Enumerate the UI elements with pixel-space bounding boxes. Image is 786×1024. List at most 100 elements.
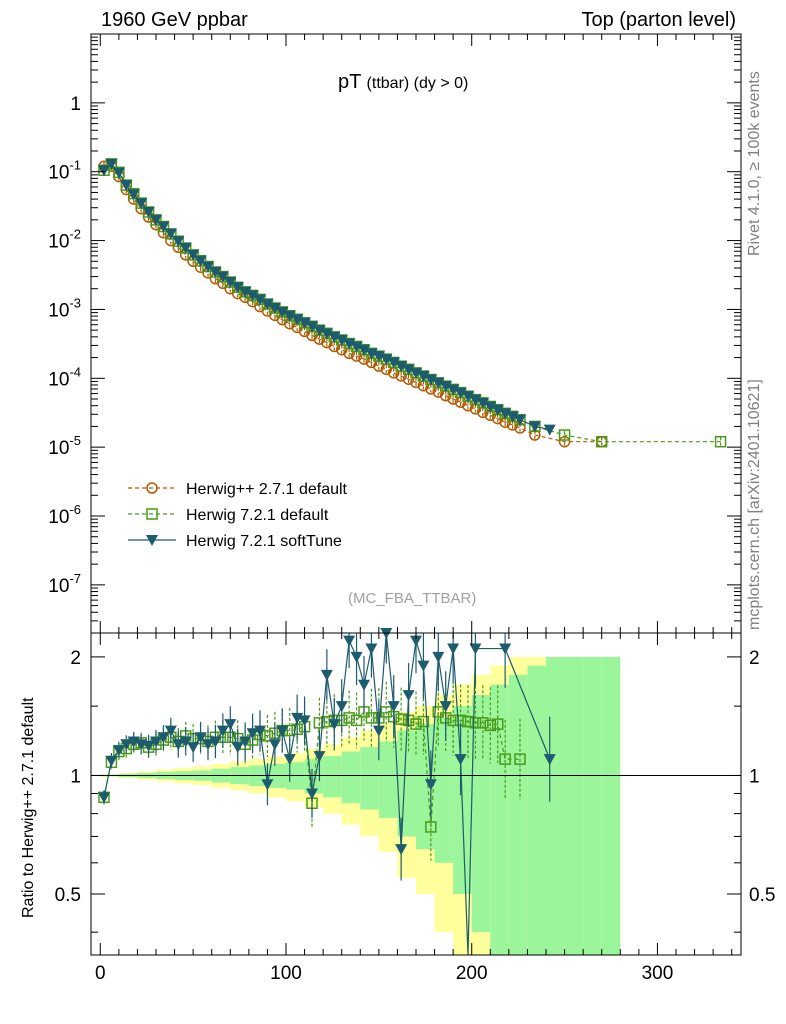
data-point-triangle <box>343 338 356 350</box>
data-point-triangle <box>105 755 118 767</box>
data-point-triangle <box>268 739 281 751</box>
data-point-triangle <box>164 725 177 737</box>
band-stat <box>508 674 528 955</box>
series-line <box>103 163 721 443</box>
ratio-tick-label-right: 2 <box>749 648 760 669</box>
data-point-triangle <box>417 370 430 382</box>
data-point-triangle <box>499 643 512 655</box>
data-point-triangle <box>268 302 281 314</box>
band-stat <box>397 730 416 837</box>
main-panel-series <box>98 158 727 448</box>
data-point-triangle <box>410 635 422 647</box>
legend-label: Herwig 7.2.1 softTune <box>186 533 342 550</box>
data-point-triangle <box>320 328 333 340</box>
data-point-triangle <box>432 377 445 389</box>
data-point-square <box>425 821 437 833</box>
data-point-square <box>477 717 489 729</box>
data-point-triangle <box>410 367 422 379</box>
data-point-square <box>395 713 407 725</box>
data-point-triangle <box>127 189 140 201</box>
band-stat <box>601 656 621 955</box>
mcplots-label: mcplots.cern.ch [arXiv:2401.10621] <box>746 379 763 630</box>
data-point-triangle <box>157 221 170 233</box>
data-point-triangle <box>499 408 512 420</box>
y-tick-label: 10-5 <box>48 433 81 459</box>
chart-title-main: pT <box>338 71 361 93</box>
ratio-tick-label-left: 0.5 <box>55 885 81 906</box>
data-point-triangle <box>254 294 266 306</box>
data-point-square <box>261 730 274 742</box>
y-tick-label: 10-7 <box>48 571 81 597</box>
data-point-square <box>313 717 326 729</box>
data-point-square <box>410 718 422 730</box>
data-point-triangle <box>187 742 200 754</box>
data-point-triangle <box>424 374 437 386</box>
data-point-triangle <box>105 158 118 170</box>
data-point-triangle <box>298 715 311 727</box>
y-tick-label: 10-3 <box>48 295 81 321</box>
data-point-triangle <box>179 736 192 748</box>
data-point-triangle <box>528 421 541 433</box>
legend: Herwig++ 2.7.1 default Herwig 7.2.1 defau… <box>128 481 348 550</box>
data-point-triangle <box>313 325 326 337</box>
ratio-y-label: Ratio to Herwig++ 2.7.1 default <box>20 697 37 918</box>
legend-label: Herwig 7.2.1 default <box>186 507 329 524</box>
band-stat <box>360 747 379 810</box>
data-point-triangle <box>209 266 222 278</box>
ratio-line <box>103 710 520 827</box>
data-point-triangle <box>350 651 363 663</box>
data-point-triangle <box>254 725 266 737</box>
data-point-triangle <box>402 364 415 376</box>
x-tick-label: 200 <box>456 963 488 984</box>
data-point-triangle <box>395 361 408 373</box>
data-point-triangle <box>112 745 125 757</box>
data-point-triangle <box>172 739 185 751</box>
data-point-triangle <box>164 228 177 240</box>
data-point-triangle <box>476 397 489 409</box>
axes-frames: 0 100 200 300 10-7 10-6 10-5 10-4 10-3 10-2 10-1 1 0… <box>48 33 775 984</box>
data-point-square <box>484 719 497 732</box>
data-point-triangle <box>320 669 333 681</box>
band-stat <box>471 695 491 933</box>
band-stat <box>341 751 361 804</box>
data-point-triangle <box>335 701 348 713</box>
data-point-square <box>343 712 355 724</box>
reference-uncertainty-bands <box>100 656 621 955</box>
data-point-triangle <box>454 754 467 766</box>
data-point-triangle <box>432 651 445 663</box>
data-point-triangle <box>454 387 467 399</box>
band-stat <box>323 756 342 798</box>
data-point-triangle <box>276 725 289 737</box>
y-tick-label: 10-6 <box>48 502 81 528</box>
data-point-square <box>462 715 474 728</box>
data-point-triangle <box>120 180 133 192</box>
data-point-circle <box>146 482 158 494</box>
band-stat <box>286 762 305 790</box>
data-point-triangle <box>231 282 244 294</box>
data-point-triangle <box>365 643 378 655</box>
data-point-triangle <box>98 165 110 177</box>
data-point-triangle <box>98 792 110 804</box>
data-point-square <box>714 435 727 448</box>
data-point-triangle <box>202 739 214 751</box>
data-point-triangle <box>469 394 482 406</box>
data-point-triangle <box>335 334 348 346</box>
data-point-triangle <box>491 404 504 416</box>
data-point-triangle <box>328 331 341 343</box>
series-line <box>104 165 602 443</box>
data-point-square <box>499 753 511 765</box>
data-point-square <box>491 718 504 730</box>
data-point-triangle <box>350 341 363 353</box>
data-point-triangle <box>447 643 460 655</box>
data-point-triangle <box>402 690 415 702</box>
data-point-triangle <box>306 788 318 800</box>
data-point-triangle <box>120 739 133 751</box>
data-point-square <box>350 714 363 727</box>
data-point-triangle <box>209 736 222 748</box>
data-point-triangle <box>424 779 437 791</box>
data-point-triangle <box>224 719 237 731</box>
data-point-triangle <box>514 414 526 426</box>
y-tick-label: 10-1 <box>48 158 81 184</box>
data-point-square <box>365 712 378 724</box>
